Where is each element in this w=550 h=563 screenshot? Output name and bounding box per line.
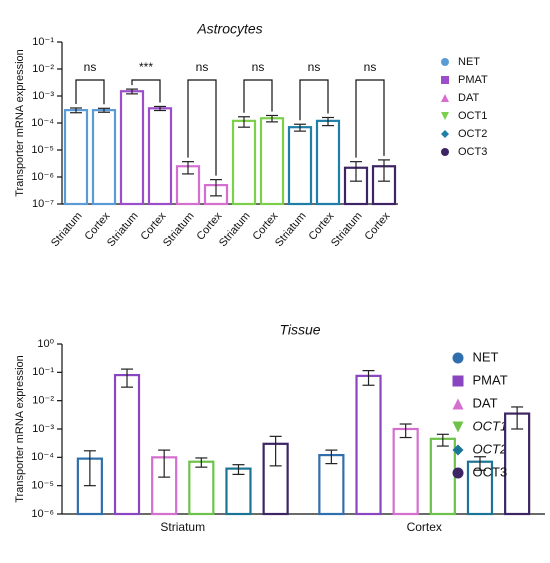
y-tick-label: 10⁻⁷ (32, 198, 54, 210)
legend-label: NET (473, 349, 499, 364)
bar (355, 374, 382, 516)
bracket (75, 79, 105, 105)
y-tick-label: 10⁻⁵ (31, 480, 54, 492)
bar (259, 117, 285, 206)
bar (318, 453, 345, 516)
legend-marker (452, 421, 464, 433)
x-tick-label: Striatum (329, 210, 365, 249)
bracket (187, 79, 217, 176)
legend-marker (441, 130, 449, 138)
legend-marker (452, 352, 464, 364)
bar (315, 119, 341, 206)
y-axis-label: Transporter mRNA expression (14, 49, 26, 197)
y-tick-label: 10⁻⁵ (31, 144, 54, 156)
annotation: ns (252, 60, 265, 74)
legend-marker (441, 148, 449, 156)
bar (231, 119, 257, 206)
legend-marker (441, 94, 449, 102)
legend-label: DAT (473, 395, 498, 410)
y-tick-label: 10⁻² (32, 63, 54, 75)
bar (188, 460, 215, 516)
bar (392, 427, 419, 516)
legend-label: PMAT (473, 372, 508, 387)
annotation: ns (196, 60, 209, 74)
bracket (243, 79, 273, 113)
legend-marker (452, 398, 464, 410)
bracket (131, 79, 161, 103)
y-tick-label: 10⁰ (37, 338, 54, 350)
y-tick-label: 10⁻⁴ (31, 451, 54, 463)
bar (119, 90, 145, 206)
legend-marker (452, 375, 464, 387)
y-tick-label: 10⁻⁶ (31, 171, 54, 183)
legend-label: OCT1 (473, 418, 508, 433)
x-tick-label: Striatum (160, 520, 205, 534)
legend-marker (441, 112, 449, 120)
legend-marker (441, 58, 449, 66)
bar (63, 109, 89, 206)
y-tick-label: 10⁻⁶ (31, 508, 54, 520)
chart-title: Tissue (279, 322, 320, 338)
legend-label: NET (458, 56, 480, 68)
legend-label: OCT3 (473, 464, 508, 479)
y-tick-label: 10⁻⁴ (31, 117, 54, 129)
bar (225, 467, 252, 516)
x-tick-label: Striatum (273, 210, 309, 249)
annotation: ns (308, 60, 321, 74)
legend-marker (452, 467, 464, 479)
x-tick-label: Striatum (161, 210, 197, 249)
x-tick-label: Cortex (363, 210, 393, 243)
bracket (355, 79, 385, 158)
chart-title: Astrocytes (196, 21, 262, 37)
bar (147, 107, 173, 206)
y-axis-label: Transporter mRNA expression (14, 355, 26, 503)
legend-label: OCT3 (458, 146, 487, 158)
x-tick-label: Cortex (407, 520, 442, 534)
bar (287, 126, 313, 206)
legend-label: OCT1 (458, 110, 487, 122)
y-tick-label: 10⁻² (32, 395, 54, 407)
y-tick-label: 10⁻¹ (32, 366, 54, 378)
annotation: *** (139, 60, 153, 74)
legend-label: DAT (458, 92, 479, 104)
bracket (299, 79, 329, 121)
bar (113, 373, 141, 516)
legend-label: OCT2 (473, 441, 508, 456)
annotation: ns (84, 60, 97, 74)
legend-label: PMAT (458, 74, 488, 86)
legend-marker (452, 444, 464, 456)
x-tick-label: Striatum (217, 210, 253, 249)
bar (91, 109, 117, 206)
bar (429, 437, 456, 516)
legend-label: OCT2 (458, 128, 487, 140)
y-tick-label: 10⁻³ (32, 90, 54, 102)
y-tick-label: 10⁻³ (32, 423, 54, 435)
legend-marker (441, 76, 449, 84)
y-tick-label: 10⁻¹ (32, 36, 54, 48)
annotation: ns (364, 60, 377, 74)
x-tick-label: Striatum (105, 210, 141, 249)
x-tick-label: Striatum (49, 210, 85, 249)
